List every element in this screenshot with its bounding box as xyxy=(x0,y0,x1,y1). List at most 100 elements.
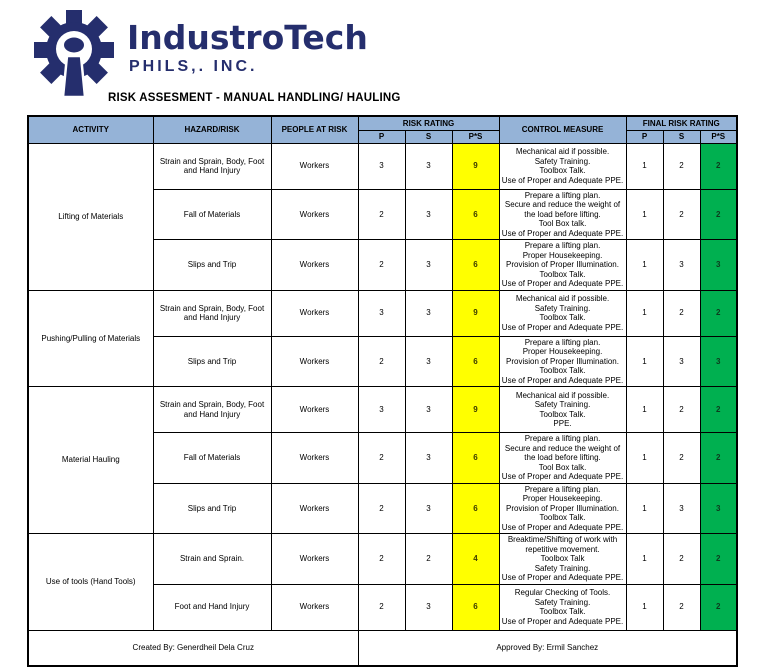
control-measure-line: Safety Training. xyxy=(534,156,591,166)
control-measure-line: Use of Proper and Adequate PPE. xyxy=(501,322,624,332)
control-measure-line: Safety Training. xyxy=(534,400,591,409)
final-ps-cell: 3 xyxy=(699,239,738,291)
header-p: P xyxy=(357,129,406,144)
control-measure-line: Provision of Proper Illumination. xyxy=(506,356,619,366)
control-measure-line: Toolbox Talk. xyxy=(539,409,586,419)
final-s-cell: 2 xyxy=(662,432,701,484)
final-ps-cell: 3 xyxy=(699,335,738,387)
control-measure-line: Mechanical aid if possible. xyxy=(515,390,610,400)
final-s-cell: 3 xyxy=(662,239,701,291)
header-final-risk-rating: FINAL RISK RATING xyxy=(625,115,738,131)
people-cell: Workers xyxy=(270,533,359,585)
final-ps-cell: 2 xyxy=(699,432,738,484)
rating-s-cell: 3 xyxy=(404,335,453,387)
final-p-cell: 1 xyxy=(625,482,664,534)
people-cell: Workers xyxy=(270,142,359,190)
control-measure-line: Prepare a lifting plan. xyxy=(524,190,601,200)
rating-s-cell: 3 xyxy=(404,239,453,291)
rating-ps-cell: 6 xyxy=(451,335,500,387)
final-p-cell: 1 xyxy=(625,386,664,433)
final-p-cell: 1 xyxy=(625,335,664,387)
control-measure-line: Use of Proper and Adequate PPE. xyxy=(501,472,624,481)
company-header: IndustroTech PHILS,. INC. xyxy=(33,6,368,98)
created-by: Created By: Generdheil Dela Cruz xyxy=(27,629,359,667)
approved-by: Approved By: Ermil Sanchez xyxy=(357,629,738,667)
header-ps: P*S xyxy=(451,129,500,144)
table-row: Pushing/Pulling of Materials Strain and S… xyxy=(27,289,738,387)
control-measure-line: Regular Checking of Tools. xyxy=(514,588,611,597)
control-measure-line: Use of Proper and Adequate PPE. xyxy=(501,228,624,238)
rating-p-cell: 2 xyxy=(357,188,406,240)
table-row: Fall of Materials Workers 2 3 6 Prepare a lif… xyxy=(28,432,738,484)
final-p-cell: 1 xyxy=(625,289,664,337)
control-measure-line: Prepare a lifting plan. xyxy=(524,241,601,250)
control-cell: Prepare a lifting plan. Proper Housekeepi… xyxy=(498,239,627,291)
header-activity: ACTIVITY xyxy=(27,115,154,144)
control-measure-line: Toolbox Talk xyxy=(540,554,585,563)
rating-s-cell: 2 xyxy=(404,533,453,585)
rating-s-cell: 3 xyxy=(404,188,453,240)
risk-assessment-table: ACTIVITY HAZARD/RISK PEOPLE AT RISK RISK… xyxy=(27,115,739,667)
activity-cell: Lifting of Materials xyxy=(27,142,154,291)
final-s-cell: 2 xyxy=(662,289,701,337)
final-ps-cell: 2 xyxy=(699,533,738,585)
control-measure-line: Proper Housekeeping. xyxy=(522,347,603,356)
final-s-cell: 2 xyxy=(662,583,701,631)
header-s: S xyxy=(404,129,453,144)
rating-ps-cell: 6 xyxy=(451,583,500,631)
control-measure-line: PPE. xyxy=(553,419,572,428)
control-cell: Prepare a lifting plan. Proper Housekeepi… xyxy=(498,482,627,534)
table-row: Fall of Materials Workers 2 3 6 Prepare a lif… xyxy=(28,188,738,240)
industrotech-gear-person-icon xyxy=(34,10,114,98)
control-cell: Prepare a lifting plan. Proper Housekeepi… xyxy=(498,335,627,387)
rating-s-cell: 3 xyxy=(404,142,453,190)
control-measure-line: Toolbox Talk. xyxy=(539,166,586,175)
control-measure-line: Use of Proper and Adequate PPE. xyxy=(501,616,624,626)
rating-p-cell: 2 xyxy=(357,583,406,631)
rating-ps-cell: 6 xyxy=(451,482,500,534)
hazard-cell: Slips and Trip xyxy=(152,482,272,534)
rating-s-cell: 3 xyxy=(404,386,453,433)
control-measure-line: Mechanical aid if possible. xyxy=(515,294,610,303)
control-measure-line: Use of Proper and Adequate PPE. xyxy=(501,375,624,385)
control-cell: Mechanical aid if possible. Safety Traini… xyxy=(498,386,627,433)
control-measure-line: Toolbox Talk. xyxy=(539,313,586,322)
company-name: IndustroTech xyxy=(127,18,368,57)
people-cell: Workers xyxy=(270,482,359,534)
final-ps-cell: 2 xyxy=(699,289,738,337)
header-final-ps: P*S xyxy=(699,129,738,144)
rating-p-cell: 3 xyxy=(357,289,406,337)
control-cell: Regular Checking of Tools. Safety Trainin… xyxy=(498,583,627,631)
control-measure-line: Mechanical aid if possible. xyxy=(515,147,610,156)
control-cell: Mechanical aid if possible. Safety Traini… xyxy=(498,142,627,190)
header-risk-rating: RISK RATING xyxy=(357,115,500,131)
company-subtitle: PHILS,. INC. xyxy=(129,58,258,75)
control-measure-line: Toolbox Talk. xyxy=(539,513,586,522)
rating-p-cell: 2 xyxy=(357,482,406,534)
control-measure-line: Safety Training. xyxy=(534,597,591,607)
hazard-cell: Strain and Sprain. xyxy=(152,533,272,585)
document-title: RISK ASSESMENT - MANUAL HANDLING/ HAULIN… xyxy=(108,92,401,104)
control-measure-line: Prepare a lifting plan. xyxy=(524,337,601,347)
table-row: Use of tools (Hand Tools) Strain and Spra… xyxy=(27,533,738,631)
rating-ps-cell: 6 xyxy=(451,239,500,291)
rating-p-cell: 3 xyxy=(357,386,406,433)
control-measure-line: Provision of Proper Illumination. xyxy=(506,260,619,269)
rating-ps-cell: 9 xyxy=(451,386,500,433)
hazard-cell: Fall of Materials xyxy=(152,432,272,484)
activity-cell: Pushing/Pulling of Materials xyxy=(27,289,154,387)
control-measure-line: Tool Box talk. xyxy=(538,462,587,472)
rating-ps-cell: 9 xyxy=(451,289,500,337)
hazard-cell: Foot and Hand Injury xyxy=(152,583,272,631)
final-p-cell: 1 xyxy=(625,533,664,585)
table-row: Foot and Hand Injury Workers 2 3 6 Regular Ch… xyxy=(28,583,738,631)
control-measure-line: Proper Housekeeping. xyxy=(522,494,603,503)
rating-ps-cell: 4 xyxy=(451,533,500,585)
people-cell: Workers xyxy=(270,239,359,291)
final-s-cell: 3 xyxy=(662,482,701,534)
control-measure-line: Use of Proper and Adequate PPE. xyxy=(501,522,624,532)
people-cell: Workers xyxy=(270,289,359,337)
control-measure-line: Breaktime/Shifting of work with repetiti… xyxy=(507,535,618,554)
hazard-cell: Strain and Sprain, Body, Foot and Hand I… xyxy=(152,142,272,190)
